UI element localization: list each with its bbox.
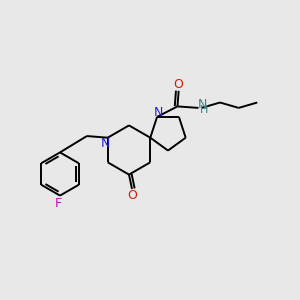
Text: N: N	[154, 106, 163, 118]
Text: O: O	[173, 78, 183, 91]
Text: F: F	[55, 197, 62, 210]
Text: N: N	[100, 136, 110, 150]
Text: N: N	[197, 98, 207, 111]
Text: H: H	[200, 105, 208, 115]
Text: O: O	[127, 189, 137, 202]
